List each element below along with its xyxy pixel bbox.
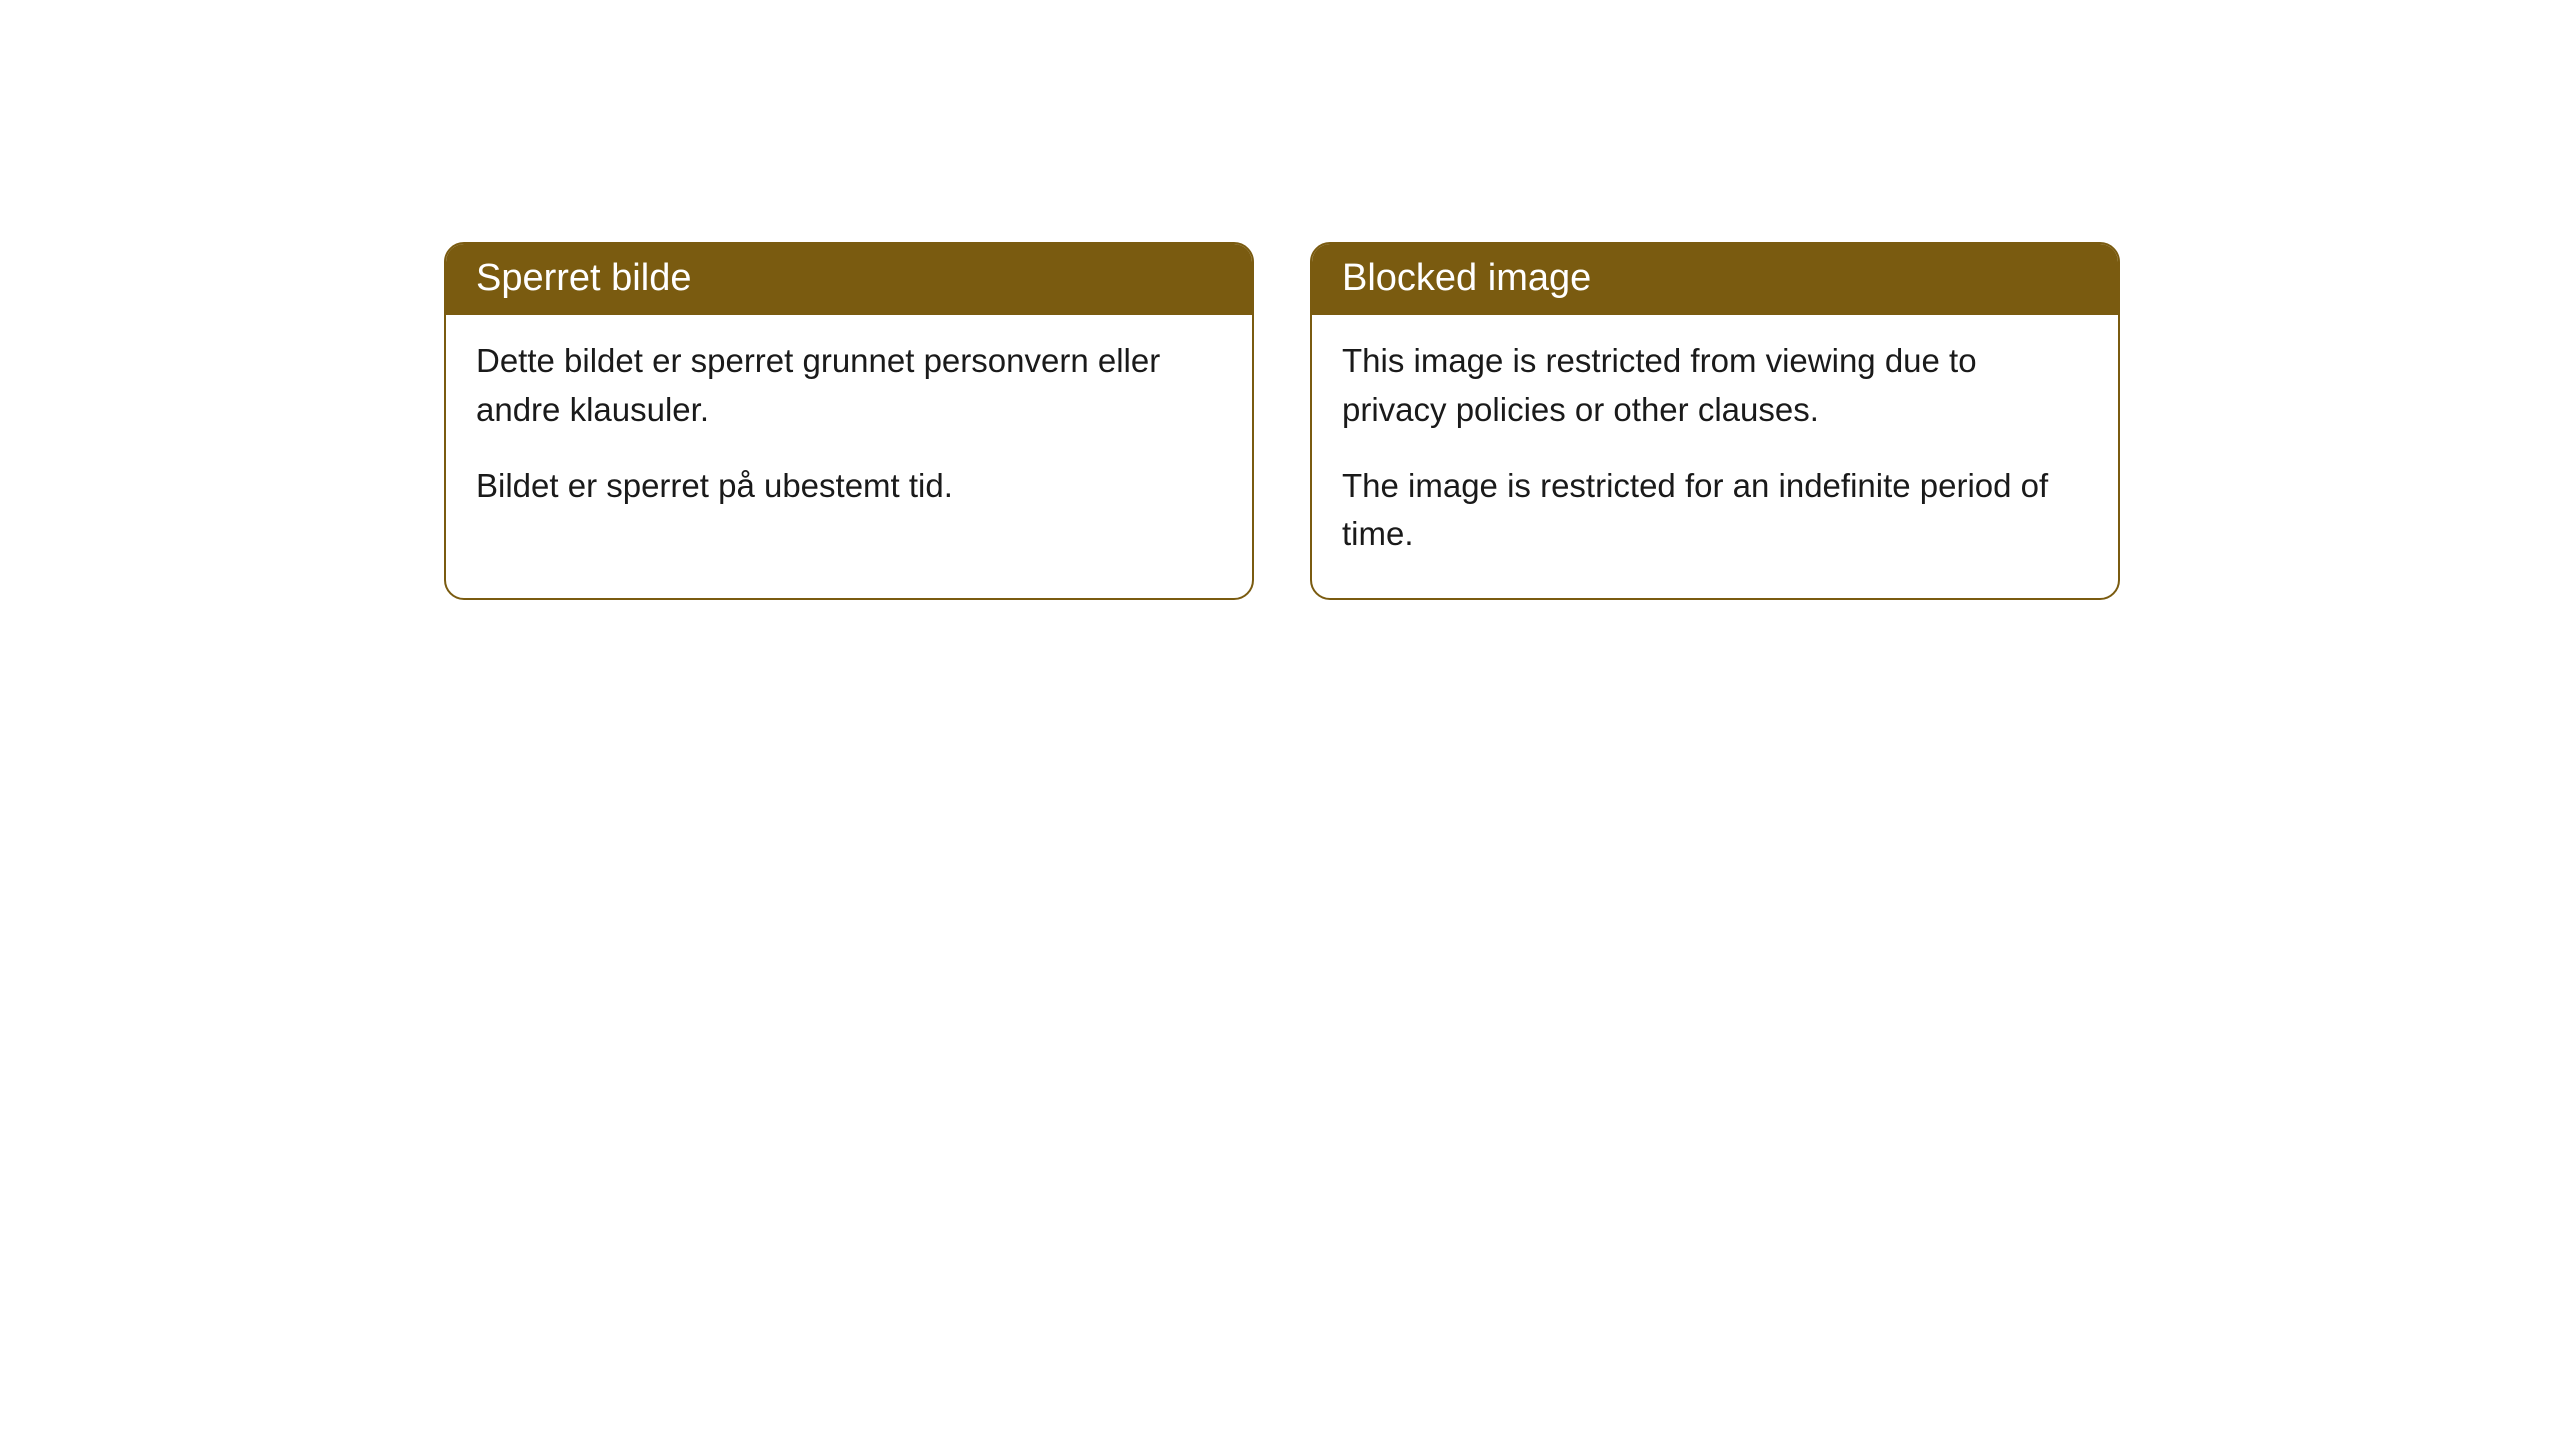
card-header: Sperret bilde (446, 244, 1252, 315)
card-header: Blocked image (1312, 244, 2118, 315)
card-paragraph: Bildet er sperret på ubestemt tid. (476, 462, 1222, 510)
card-paragraph: Dette bildet er sperret grunnet personve… (476, 337, 1222, 433)
card-paragraph: This image is restricted from viewing du… (1342, 337, 2088, 433)
card-title: Sperret bilde (476, 257, 691, 299)
card-body: This image is restricted from viewing du… (1312, 315, 2118, 598)
blocked-image-card-norwegian: Sperret bilde Dette bildet er sperret gr… (444, 242, 1254, 600)
blocked-image-card-english: Blocked image This image is restricted f… (1310, 242, 2120, 600)
card-body: Dette bildet er sperret grunnet personve… (446, 315, 1252, 550)
card-paragraph: The image is restricted for an indefinit… (1342, 462, 2088, 558)
card-title: Blocked image (1342, 257, 1591, 299)
notice-cards-container: Sperret bilde Dette bildet er sperret gr… (0, 0, 2560, 600)
